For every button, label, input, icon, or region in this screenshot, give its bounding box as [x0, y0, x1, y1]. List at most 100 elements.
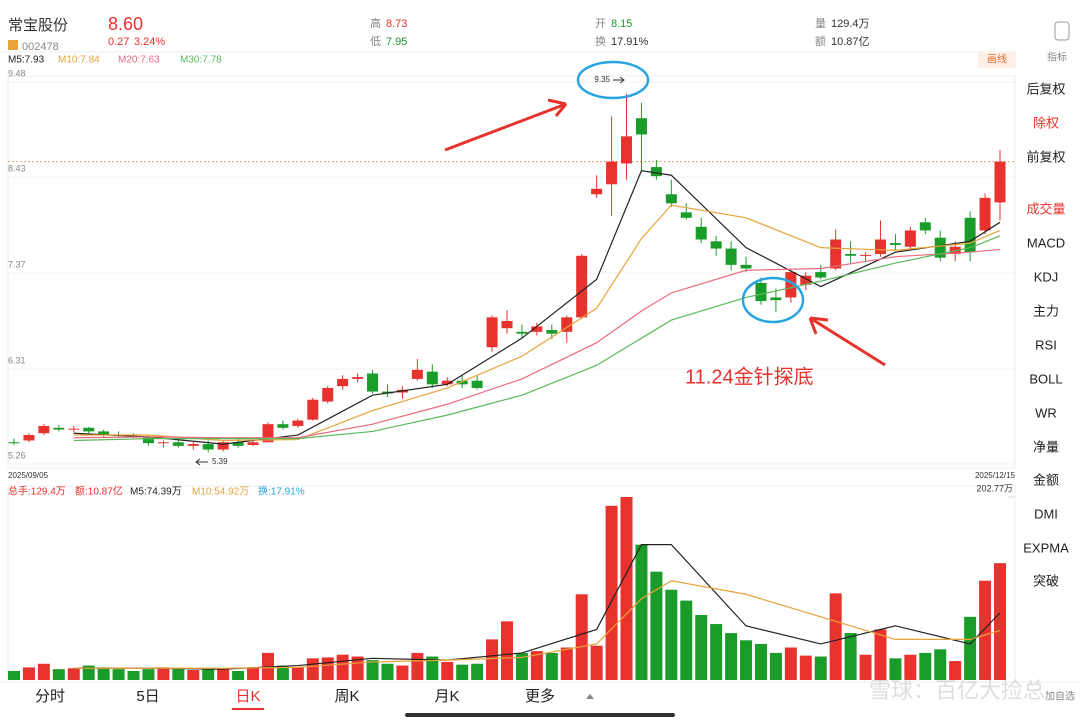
value: 10.87亿: [831, 35, 870, 48]
tab[interactable]: 周K: [334, 688, 359, 705]
legend: 换:17.91%: [258, 485, 305, 498]
sidebar-item[interactable]: RSI: [1035, 337, 1057, 352]
ma-line: [73, 170, 1001, 445]
volume-bar: [754, 643, 767, 680]
tab[interactable]: 分时: [35, 688, 65, 705]
volume-bar: [934, 649, 947, 680]
x-tick-label: 2025/12/15: [975, 471, 1016, 480]
y-tick-label: 9.48: [8, 68, 26, 78]
volume-bar: [799, 655, 812, 680]
candle-body: [546, 330, 558, 334]
volume-bar: [590, 645, 603, 680]
sidebar-item[interactable]: 净量: [1033, 439, 1059, 454]
sidebar-item[interactable]: WR: [1035, 405, 1057, 420]
candle-body: [486, 317, 498, 348]
candle-body: [23, 435, 35, 441]
volume-bar: [456, 664, 469, 680]
x-tick-label: 2025/09/05: [8, 471, 49, 480]
volume-bar: [740, 640, 753, 680]
volume-bar: [501, 621, 513, 680]
label: 换: [595, 34, 606, 48]
volume-bar: [620, 497, 633, 680]
candle-body: [217, 442, 229, 450]
ma-line: [73, 248, 1001, 439]
legend: 额:10.87亿: [75, 485, 123, 498]
icon: [195, 458, 208, 466]
volume-bar: [276, 665, 289, 680]
candle-body: [68, 428, 80, 430]
sidebar-item[interactable]: 主力: [1033, 303, 1059, 318]
volume-bar: [127, 670, 140, 680]
candle-body: [322, 387, 334, 402]
icon[interactable]: [1054, 21, 1070, 41]
candle-body: [725, 248, 737, 265]
sidebar-item[interactable]: 前复权: [1026, 149, 1065, 164]
candle-body: [964, 217, 976, 253]
sidebar-item[interactable]: 突破: [1033, 573, 1059, 588]
watermark: 雪球：百亿大捡总: [869, 678, 1045, 703]
sidebar-item[interactable]: 成交量: [1026, 201, 1065, 216]
candle-body: [411, 369, 423, 379]
high-mark: 9.35: [594, 75, 610, 84]
sidebar-item[interactable]: BOLL: [1029, 371, 1062, 386]
candle-body: [187, 444, 199, 446]
candle-body: [695, 226, 707, 240]
volume-bar: [381, 663, 394, 680]
add-button[interactable]: 加自选: [1045, 690, 1075, 703]
volume-bar: [994, 563, 1006, 680]
candle-body: [262, 424, 274, 443]
indicator-button[interactable]: 指标: [1047, 51, 1067, 64]
volume-bar: [784, 647, 797, 680]
volume-bar: [411, 652, 424, 680]
candle-body: [352, 377, 364, 379]
tab[interactable]: 日K: [235, 688, 260, 705]
candle-body: [680, 212, 692, 218]
volume-bar: [665, 589, 678, 680]
candle-body: [8, 442, 20, 444]
volume-bar: [441, 661, 454, 680]
tab[interactable]: 月K: [434, 688, 459, 705]
tab[interactable]: 5日: [136, 688, 159, 705]
candle-body: [979, 197, 991, 231]
candle-body: [202, 444, 214, 450]
price: 8.60: [108, 14, 143, 34]
candle-body: [337, 378, 349, 387]
candle-body: [471, 380, 483, 388]
value: 8.15: [611, 18, 632, 30]
volume-bar: [157, 667, 170, 680]
sidebar-item[interactable]: 除权: [1033, 115, 1059, 130]
price-frame: [7, 75, 1016, 469]
candle-body: [874, 239, 886, 254]
volume-bar: [874, 629, 887, 680]
volume-bar: [844, 633, 857, 680]
y-tick-label: 8.43: [8, 163, 26, 173]
candle-body: [232, 442, 244, 446]
volume-bar: [859, 654, 872, 680]
sidebar-item[interactable]: 后复权: [1026, 81, 1065, 96]
sidebar-item[interactable]: 金额: [1033, 472, 1059, 487]
sidebar-item[interactable]: EXPMA: [1023, 540, 1069, 555]
candle-body: [292, 420, 304, 426]
stock-code: 002478: [22, 41, 59, 53]
sidebar-item[interactable]: DMI: [1034, 506, 1058, 521]
tab[interactable]: 更多: [525, 688, 555, 705]
volume-bar: [336, 654, 349, 680]
draw-button-label: 画线: [987, 53, 1007, 66]
volume-bar: [471, 663, 484, 680]
sidebar-item[interactable]: KDJ: [1034, 269, 1059, 284]
y-tick-label: 6.31: [8, 355, 26, 365]
volume-bar: [575, 594, 588, 680]
volume-bar: [486, 639, 499, 680]
candle-body: [501, 320, 513, 329]
draw-button[interactable]: [978, 52, 1016, 68]
candle-body: [785, 272, 797, 298]
value: 17.91%: [611, 36, 649, 48]
badge: [8, 40, 18, 50]
y-tick-label: 5.26: [8, 450, 26, 460]
sidebar-item[interactable]: MACD: [1027, 235, 1065, 250]
candle-body: [426, 371, 438, 385]
candle-body: [53, 427, 65, 430]
candle-body: [815, 272, 827, 278]
y-tick-label: 202.77万: [976, 483, 1013, 493]
